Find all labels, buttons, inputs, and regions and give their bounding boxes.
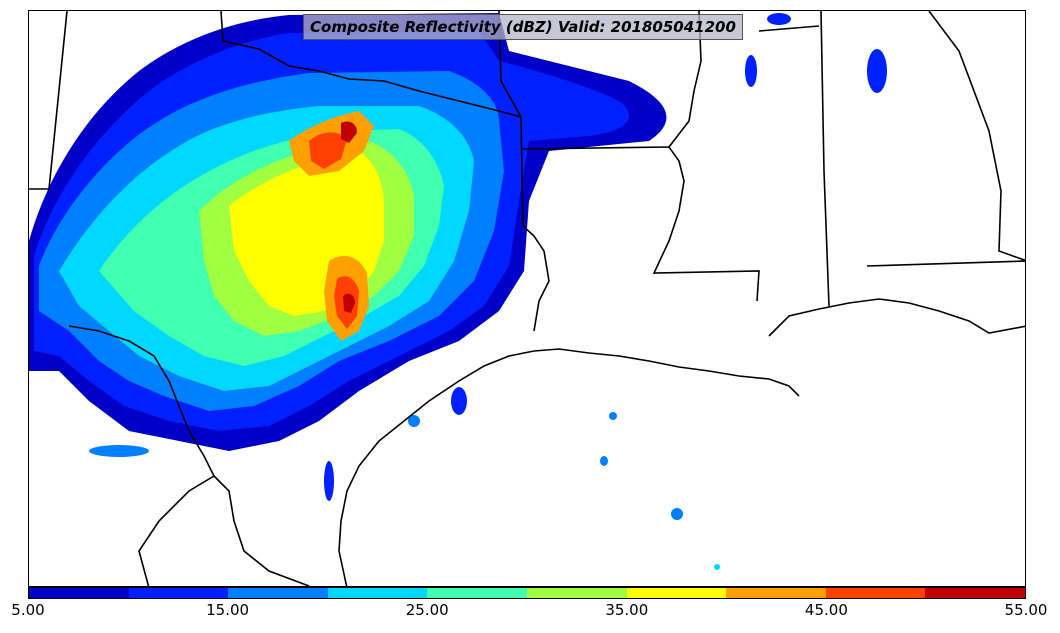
- echo-cell: [609, 412, 617, 420]
- echo-cell: [767, 13, 791, 25]
- reflectivity-layer: [29, 13, 887, 570]
- colorbar-tick-label: 25.00: [405, 601, 449, 619]
- colorbar: [28, 587, 1026, 599]
- state-boundary: [220, 11, 522, 118]
- colorbar-tick-label: 55.00: [1004, 601, 1048, 619]
- map-frame: [28, 10, 1026, 587]
- colorbar-segment: [128, 588, 229, 598]
- echo-cell: [745, 55, 757, 87]
- echo-cell: [89, 445, 149, 457]
- echo-cell: [408, 415, 420, 427]
- state-boundary: [29, 11, 68, 190]
- colorbar-segment: [825, 588, 926, 598]
- colorbar-tick-label: 35.00: [605, 601, 649, 619]
- colorbar-segment: [29, 588, 129, 598]
- state-boundary: [928, 11, 1025, 262]
- colorbar-tick-label: 45.00: [804, 601, 848, 619]
- state-boundary: [668, 11, 702, 148]
- echo-max-north: [341, 121, 357, 143]
- state-boundary: [820, 11, 830, 307]
- colorbar-segment: [526, 588, 627, 598]
- echo-cell: [867, 49, 887, 93]
- coastline: [768, 298, 1025, 337]
- country-border: [213, 475, 310, 586]
- state-boundary: [866, 260, 1025, 267]
- echo-cell: [324, 461, 334, 501]
- echo-cell: [451, 387, 467, 415]
- state-boundary: [522, 146, 760, 302]
- state-boundary: [498, 11, 550, 332]
- map-title: Composite Reflectivity (dBZ) Valid: 2018…: [303, 14, 743, 40]
- echo-cell: [600, 456, 608, 466]
- colorbar-tick-label: 15.00: [206, 601, 250, 619]
- colorbar-segment: [228, 588, 328, 598]
- coastline: [338, 350, 535, 586]
- echo-red-north: [309, 132, 347, 169]
- state-boundary: [758, 25, 820, 32]
- coastline: [533, 348, 800, 397]
- colorbar-segment: [726, 588, 826, 598]
- boundaries-layer: [29, 11, 1025, 586]
- colorbar-tick-label: 5.00: [11, 601, 45, 619]
- colorbar-segment: [925, 588, 1025, 598]
- country-border: [68, 325, 216, 586]
- echo-cell: [714, 564, 720, 570]
- reflectivity-map: [29, 11, 1025, 586]
- colorbar-segment: [626, 588, 727, 598]
- echo-max-south: [343, 293, 355, 313]
- colorbar-segment: [327, 588, 428, 598]
- colorbar-segment: [427, 588, 527, 598]
- echo-cell: [671, 508, 683, 520]
